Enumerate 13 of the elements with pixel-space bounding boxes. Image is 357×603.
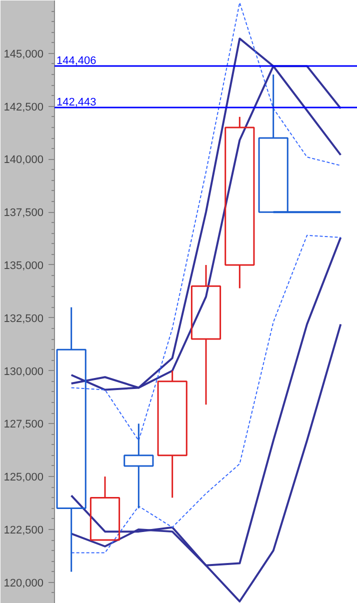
y-tick-label: 130,000 <box>4 366 44 378</box>
ref-line-label: 144,406 <box>56 54 96 67</box>
ref-line-label: 142,443 <box>56 96 96 108</box>
y-tick-label: 137,500 <box>4 207 44 220</box>
y-tick-label: 125,000 <box>4 472 44 484</box>
y-tick-label: 132,500 <box>4 312 44 325</box>
y-tick-label: 120,000 <box>4 577 44 590</box>
y-tick-label: 127,500 <box>4 418 44 431</box>
y-tick-label: 142,500 <box>4 101 44 114</box>
y-tick-label: 140,000 <box>4 154 44 166</box>
y-tick-label: 145,000 <box>4 48 44 60</box>
y-tick-label: 122,500 <box>4 524 44 536</box>
y-tick-label: 135,000 <box>4 260 44 272</box>
